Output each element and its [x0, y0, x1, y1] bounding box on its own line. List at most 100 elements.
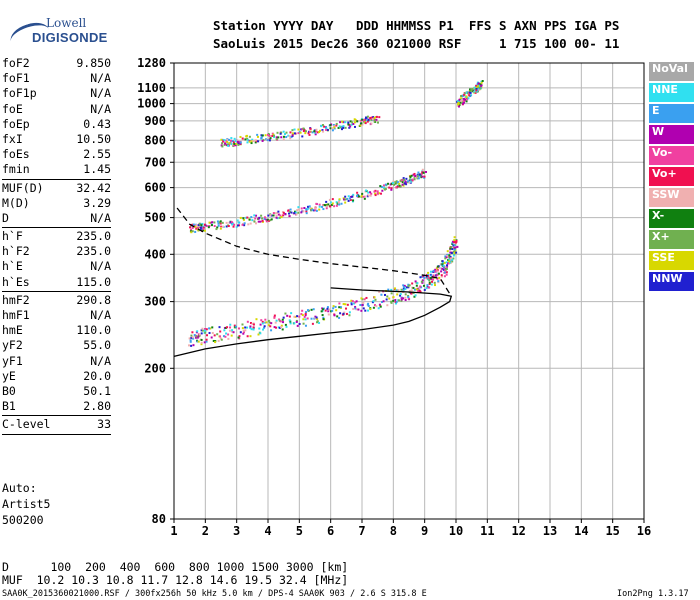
echo-point [242, 217, 245, 220]
param-name: h`F [2, 229, 23, 244]
echo-point [287, 209, 290, 212]
echo-point [333, 127, 336, 130]
echo-point [228, 138, 231, 141]
param-name: foE [2, 101, 23, 116]
y-tick-label: 500 [144, 211, 166, 225]
echo-point [293, 128, 296, 131]
echo-point [466, 98, 469, 101]
echo-point [314, 209, 317, 212]
echo-point [457, 103, 460, 106]
echo-point [375, 305, 378, 308]
echo-point [304, 130, 307, 133]
echo-point [196, 226, 199, 229]
echo-point [460, 99, 463, 102]
echo-point [325, 200, 328, 203]
echo-point [422, 171, 425, 174]
echo-point [347, 199, 350, 202]
echo-point [250, 142, 253, 145]
echo-point [435, 267, 438, 270]
echo-point [387, 288, 390, 291]
echo-point [444, 257, 447, 260]
echo-point [375, 115, 378, 118]
echo-point [378, 290, 381, 293]
echo-point [246, 141, 249, 144]
echo-point [301, 135, 304, 138]
echo-point [437, 272, 440, 275]
echo-point [233, 223, 236, 226]
echo-point [251, 322, 254, 325]
x-tick-label: 15 [605, 524, 619, 538]
param-value: 9.850 [76, 56, 111, 70]
echo-point [342, 303, 345, 306]
echo-point [213, 225, 216, 228]
echo-point [297, 128, 300, 131]
echo-point [262, 328, 265, 331]
echo-point [413, 172, 416, 175]
echo-point [265, 321, 268, 324]
echo-point [373, 119, 376, 122]
echo-point [205, 338, 208, 341]
echo-point [413, 288, 416, 291]
echo-point [443, 269, 446, 272]
echo-point [392, 296, 395, 299]
echo-point [356, 120, 359, 123]
echo-point [444, 255, 447, 258]
echo-point [321, 129, 324, 132]
echo-point [305, 210, 308, 213]
echo-point [266, 139, 269, 142]
echo-point [361, 123, 364, 126]
echo-point [268, 219, 271, 222]
echo-point [463, 93, 466, 96]
echo-point [273, 314, 276, 317]
echo-point [207, 226, 210, 229]
echo-point [341, 125, 344, 128]
echo-point [211, 331, 214, 334]
echo-point [260, 136, 263, 139]
echo-point [309, 207, 312, 210]
echo-point [316, 320, 319, 323]
echo-point [465, 96, 468, 99]
echo-point [422, 275, 425, 278]
echo-point [289, 322, 292, 325]
echo-point [316, 131, 319, 134]
param-value: N/A [90, 353, 111, 368]
echo-point [404, 293, 407, 296]
echo-point [219, 220, 222, 223]
echo-point [232, 144, 235, 147]
echo-point [377, 307, 380, 310]
echo-point [301, 314, 304, 317]
echo-point [380, 192, 383, 195]
echo-point [336, 315, 339, 318]
echo-point [302, 210, 305, 213]
echo-point [206, 334, 209, 337]
echo-point [417, 288, 420, 291]
echo-point [420, 172, 423, 175]
echo-point [421, 279, 424, 282]
echo-point [350, 302, 353, 305]
echo-point [250, 216, 253, 219]
echo-point [230, 330, 233, 333]
echo-point [294, 315, 297, 318]
echo-point [187, 344, 190, 347]
echo-point [253, 214, 256, 217]
legend-item: W [649, 125, 694, 144]
echo-point [205, 328, 208, 331]
echo-point [475, 84, 478, 87]
echo-point [275, 214, 278, 217]
echo-point [310, 317, 313, 320]
echo-point [237, 336, 240, 339]
echo-point [404, 296, 407, 299]
echo-point [277, 213, 280, 216]
echo-point [425, 275, 428, 278]
echo-point [363, 197, 366, 200]
x-tick-label: 16 [637, 524, 651, 538]
echo-point [441, 261, 444, 264]
echo-point [244, 326, 247, 329]
echo-point [387, 182, 390, 185]
echo-point [421, 170, 424, 173]
echo-point [395, 180, 398, 183]
param-row: h`E N/A [2, 259, 111, 274]
echo-point [197, 340, 200, 343]
echo-point [463, 101, 466, 104]
echo-point [414, 280, 417, 283]
